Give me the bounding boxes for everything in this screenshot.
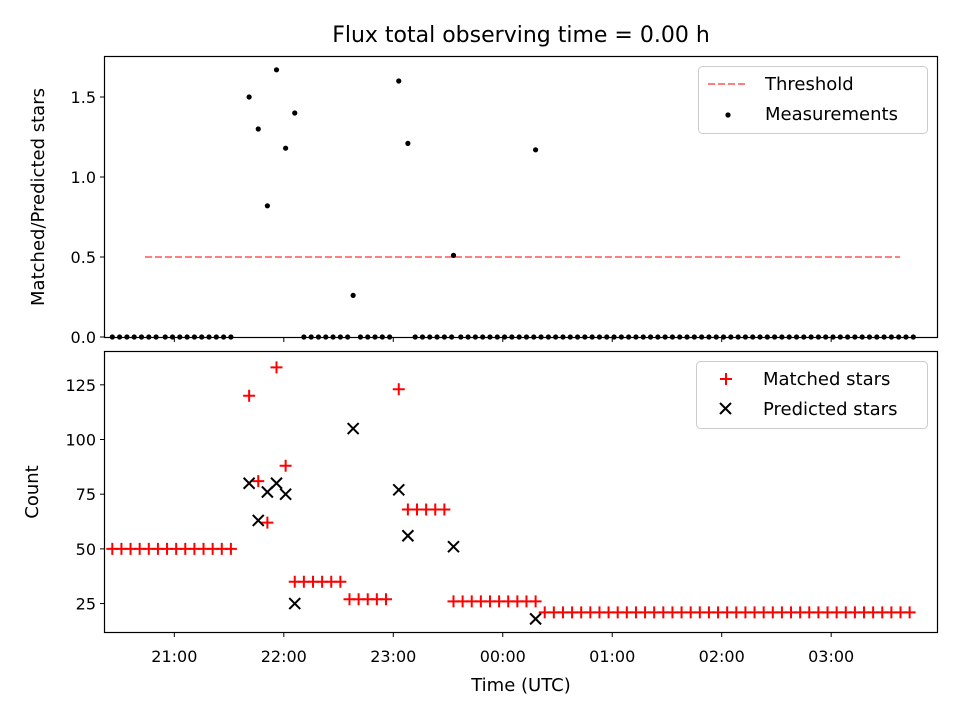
measurement-point: [283, 145, 289, 151]
legend-threshold-label: Threshold: [764, 74, 854, 95]
y-tick-label: 100: [65, 431, 96, 450]
matched-stars-point: [379, 593, 392, 606]
bottom-axes-frame: [103, 350, 939, 634]
top-panel: Flux total observing time = 0.00 h 0.00.…: [28, 23, 939, 347]
x-tick-label: 02:00: [699, 647, 745, 666]
y-tick-label: 1.5: [71, 88, 96, 107]
bottom-y-ticks: 25 50 75 100 125: [65, 376, 105, 614]
x-axis-label: Time (UTC): [470, 675, 571, 696]
x-tick-label: 22:00: [261, 647, 307, 666]
predicted-stars-point: [242, 477, 256, 490]
top-legend: Threshold Measurements: [698, 66, 928, 134]
y-tick-label: 125: [65, 376, 96, 395]
x-tick-label: 23:00: [370, 647, 416, 666]
x-tick-label: 00:00: [480, 647, 526, 666]
measurement-point: [273, 67, 280, 73]
legend-predicted-label: Predicted stars: [763, 399, 897, 420]
legend-matched-label: Matched stars: [763, 369, 890, 390]
predicted-stars-point: [447, 540, 460, 553]
top-x-ticks: [173, 337, 832, 342]
bottom-legend-box: [696, 361, 928, 429]
predicted-stars-point: [270, 477, 283, 490]
bottom-legend: Matched stars Predicted stars: [696, 361, 928, 429]
x-tick-label: 03:00: [808, 647, 854, 666]
y-tick-label: 50: [76, 540, 96, 559]
chart-title: Flux total observing time = 0.00 h: [332, 23, 710, 48]
measurement-point: [350, 292, 356, 298]
measurements-legend-swatch: [725, 112, 731, 118]
predicted-stars-point: [346, 422, 360, 435]
x-tick-label: 21:00: [151, 647, 197, 666]
matched-stars-point: [252, 475, 265, 488]
measurement-point: [450, 252, 457, 258]
measurement-point: [264, 203, 270, 209]
measurement-point: [396, 78, 402, 84]
bottom-y-axis-label: Count: [22, 465, 43, 518]
matched-stars-point: [224, 542, 237, 555]
y-tick-label: 0.0: [71, 328, 96, 347]
matched-stars-point: [261, 516, 274, 529]
matched-legend-swatch: [720, 373, 732, 385]
predicted-legend-swatch: [719, 402, 732, 415]
predicted-stars-point: [252, 514, 265, 527]
measurement-point: [292, 110, 298, 116]
measurement-point: [255, 126, 261, 132]
y-tick-label: 1.0: [71, 168, 96, 187]
measurement-point: [405, 140, 411, 146]
x-tick-label: 01:00: [589, 647, 635, 666]
measurement-point: [532, 147, 539, 153]
matched-stars-point: [529, 595, 542, 608]
bottom-panel: 25 50 75 100 125 21:00 22:00 23:00 00:00 01:00 02…: [22, 350, 939, 696]
matched-stars-point: [392, 383, 405, 396]
matched-stars-point: [903, 606, 916, 619]
predicted-stars-point: [401, 529, 415, 542]
top-y-ticks: 0.0 0.5 1.0 1.5: [71, 88, 105, 347]
matched-stars-point: [279, 459, 292, 472]
bottom-x-ticks: 21:00 22:00 23:00 00:00 01:00 02:00 03:00: [151, 632, 854, 666]
matched-stars-point: [438, 503, 451, 516]
matched-stars-point: [270, 361, 283, 374]
y-tick-label: 75: [76, 485, 96, 504]
matched-stars-point: [243, 389, 256, 402]
top-plot-marks: [109, 67, 916, 340]
predicted-stars-point: [279, 487, 292, 501]
legend-measurements-label: Measurements: [765, 104, 898, 125]
predicted-stars-point: [288, 597, 301, 610]
bottom-plot-marks: [106, 361, 916, 626]
top-y-axis-label: Matched/Predicted stars: [28, 88, 49, 306]
predicted-stars-point: [529, 612, 542, 626]
top-legend-box: [698, 66, 928, 134]
measurement-point: [246, 94, 252, 100]
top-axes-frame: [103, 55, 939, 339]
y-tick-label: 25: [76, 595, 96, 614]
matched-stars-point: [334, 575, 347, 588]
predicted-stars-point: [392, 483, 405, 497]
y-tick-label: 0.5: [71, 248, 96, 267]
